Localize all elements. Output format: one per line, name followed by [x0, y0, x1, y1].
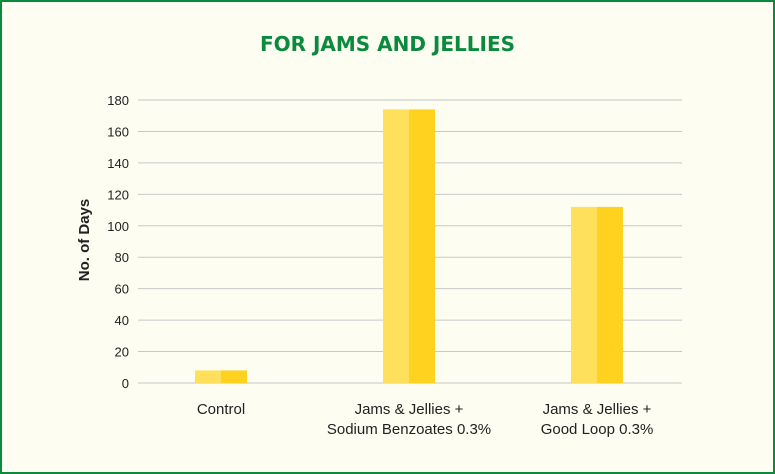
y-axis-label: No. of Days: [76, 199, 93, 282]
y-tick-label: 40: [115, 313, 129, 328]
bar-right-half: [409, 109, 435, 383]
y-tick-label: 140: [107, 156, 129, 171]
y-tick-label: 180: [107, 93, 129, 108]
bars: [195, 109, 623, 383]
x-tick-label: Good Loop 0.3%: [541, 421, 654, 438]
y-tick-label: 80: [115, 250, 129, 265]
y-tick-label: 0: [122, 376, 129, 391]
y-tick-label: 100: [107, 219, 129, 234]
bar-left-half: [195, 370, 221, 383]
x-tick-label: Jams & Jellies +: [355, 401, 464, 418]
bar-left-half: [571, 206, 597, 383]
bar: [383, 109, 435, 383]
x-tick-label: Control: [197, 401, 245, 418]
x-tick-label: Jams & Jellies +: [543, 401, 652, 418]
bar-left-half: [383, 109, 409, 383]
bar-right-half: [221, 370, 247, 383]
bar: [571, 206, 623, 383]
y-tick-label: 20: [115, 345, 129, 360]
bar-right-half: [597, 206, 623, 383]
bar: [195, 370, 247, 383]
y-tick-label: 60: [115, 282, 129, 297]
x-tick-label: Sodium Benzoates 0.3%: [327, 421, 491, 438]
y-tick-label: 160: [107, 124, 129, 139]
chart-title: FOR JAMS AND JELLIES: [259, 32, 516, 56]
x-tick-labels: Control Jams & Jellies + Sodium Benzoates …: [197, 401, 653, 438]
y-tick-label: 120: [107, 187, 129, 202]
y-tick-labels: 0 20 40 60 80 100 120 140 160 180: [107, 93, 129, 391]
